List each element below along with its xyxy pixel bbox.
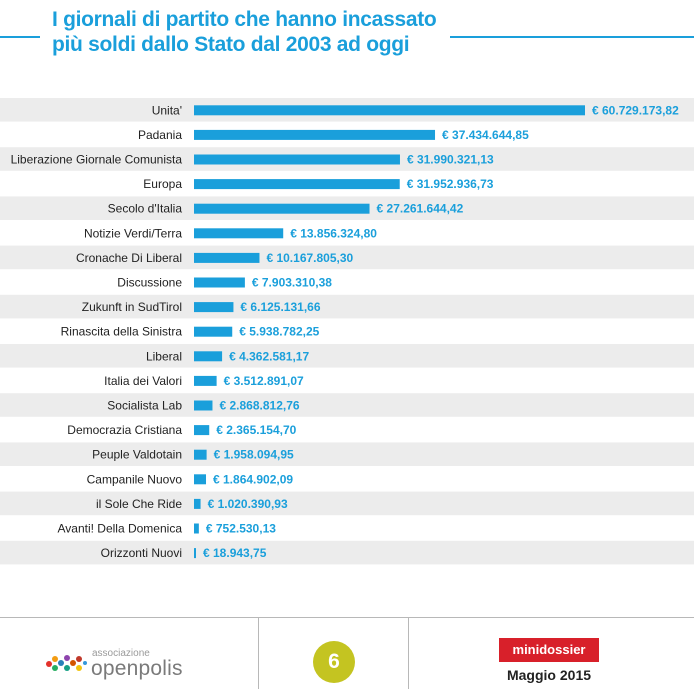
category-label: Socialista Lab	[107, 399, 182, 413]
bar	[194, 252, 260, 263]
value-label: € 6.125.131,66	[240, 300, 320, 314]
value-label: € 4.362.581,17	[229, 349, 309, 363]
org-label: associazione	[92, 648, 150, 659]
publication-date: Maggio 2015	[506, 667, 592, 683]
category-label: Europa	[143, 177, 182, 191]
minidossier-label: minidossier	[499, 638, 599, 662]
footer-divider	[0, 617, 694, 618]
category-label: Orizzonti Nuovi	[101, 546, 182, 560]
page-title-line-1: I giornali di partito che hanno incassat…	[52, 8, 437, 31]
bar	[194, 277, 245, 288]
bar	[194, 548, 196, 559]
bar	[194, 425, 210, 436]
value-label: € 3.512.891,07	[224, 374, 304, 388]
page-title-line-2: più soldi dallo Stato dal 2003 ad oggi	[52, 33, 410, 56]
value-label: € 1.864.902,09	[213, 472, 293, 486]
bar	[194, 351, 223, 362]
bar	[194, 400, 213, 411]
row-stripe	[0, 540, 694, 565]
category-label: Avanti! Della Domenica	[57, 522, 182, 536]
bar	[194, 498, 201, 509]
row-stripe	[0, 393, 694, 417]
bar	[194, 326, 233, 337]
page-number-badge: 6	[313, 641, 355, 683]
org-name: openpolis	[91, 657, 183, 680]
bar	[194, 375, 217, 386]
value-label: € 27.261.644,42	[377, 202, 464, 216]
category-label: Cronache Di Liberal	[76, 251, 182, 265]
value-label: € 13.856.324,80	[290, 226, 377, 240]
bar	[194, 228, 284, 239]
footer-separator	[408, 618, 409, 689]
category-label: Italia dei Valori	[104, 374, 182, 388]
category-label: Campanile Nuovo	[87, 472, 183, 486]
value-label: € 31.990.321,13	[407, 153, 494, 167]
category-label: Notizie Verdi/Terra	[84, 226, 182, 240]
bar	[194, 179, 400, 190]
value-label: € 1.958.094,95	[214, 448, 294, 462]
bar	[194, 203, 370, 214]
row-stripe	[0, 245, 694, 270]
category-label: Rinascita della Sinistra	[61, 325, 183, 339]
value-label: € 752.530,13	[206, 522, 276, 536]
value-label: € 10.167.805,30	[266, 251, 353, 265]
title-rule-left	[0, 36, 40, 38]
category-label: Secolo d'Italia	[108, 202, 183, 216]
category-label: Democrazia Cristiana	[67, 423, 182, 437]
category-label: Padania	[138, 128, 182, 142]
category-label: Liberal	[146, 349, 182, 363]
value-label: € 5.938.782,25	[239, 325, 319, 339]
category-label: Zukunft in SudTirol	[82, 300, 182, 314]
value-label: € 37.434.644,85	[442, 128, 529, 142]
category-label: Discussione	[117, 276, 182, 290]
bar	[194, 302, 234, 313]
row-stripe	[0, 344, 694, 368]
row-stripe	[0, 442, 694, 466]
page-title: I giornali di partito che hanno incassat…	[52, 7, 452, 57]
bar	[194, 129, 436, 140]
bar	[194, 154, 400, 165]
title-rule-right	[450, 36, 694, 38]
bar	[194, 449, 207, 460]
openpolis-logo-icon	[46, 655, 87, 671]
bar	[194, 105, 585, 116]
bar	[194, 474, 207, 485]
value-label: € 31.952.936,73	[407, 177, 494, 191]
row-stripe	[0, 294, 694, 319]
row-stripe	[0, 491, 694, 516]
category-label: Unita'	[152, 103, 182, 117]
category-label: Peuple Valdotain	[92, 448, 182, 462]
category-label: il Sole Che Ride	[96, 497, 182, 511]
value-label: € 60.729.173,82	[592, 103, 679, 117]
value-label: € 7.903.310,38	[252, 276, 332, 290]
bar	[194, 523, 199, 534]
category-label: Liberazione Giornale Comunista	[11, 153, 183, 167]
value-label: € 2.365.154,70	[216, 423, 296, 437]
footer-separator	[258, 618, 259, 689]
value-label: € 2.868.812,76	[219, 399, 299, 413]
bar-chart: Unita' € 60.729.173,82 Padania € 37.434.644…	[0, 98, 694, 565]
value-label: € 1.020.390,93	[208, 497, 288, 511]
value-label: € 18.943,75	[203, 546, 267, 560]
